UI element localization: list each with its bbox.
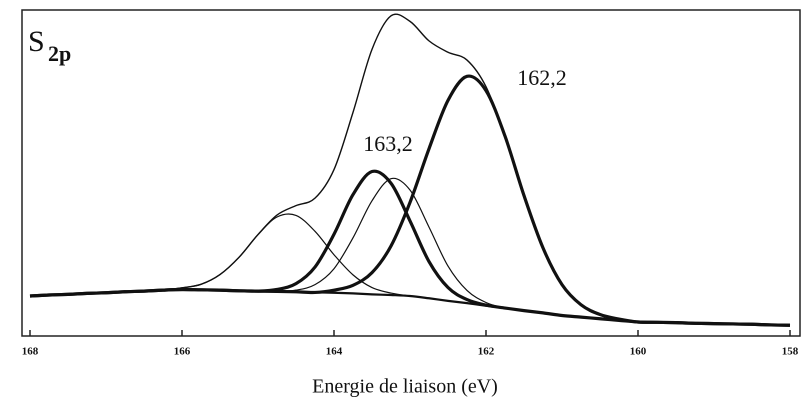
series-line xyxy=(29,13,791,326)
x-tick-label: 166 xyxy=(174,346,191,358)
chart-title: S xyxy=(28,25,45,58)
x-axis-label: Energie de liaison (eV) xyxy=(312,376,498,398)
series-line xyxy=(29,288,791,327)
x-tick-label: 160 xyxy=(630,346,647,358)
annotation: 163,2 xyxy=(363,131,413,156)
plot-frame xyxy=(21,9,801,337)
x-tick-label: 162 xyxy=(478,346,495,358)
series-line xyxy=(29,74,791,327)
series-line xyxy=(29,213,791,326)
series-line xyxy=(29,169,791,327)
x-tick-label: 164 xyxy=(326,346,343,358)
x-tick-label: 168 xyxy=(22,346,39,358)
x-tick-label: 158 xyxy=(782,346,799,358)
annotation: 162,2 xyxy=(517,65,567,90)
chart-title-subscript: 2p xyxy=(48,41,71,66)
